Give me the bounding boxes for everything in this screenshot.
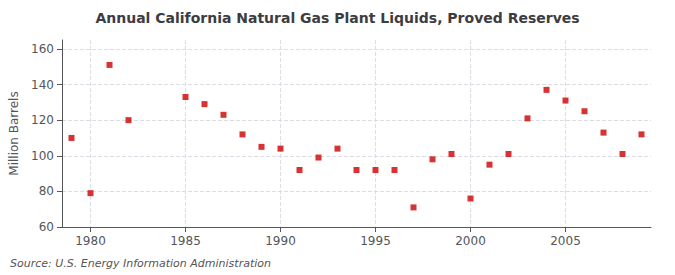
svg-text:120: 120 [31, 113, 54, 127]
svg-text:140: 140 [31, 78, 54, 92]
svg-text:1995: 1995 [360, 234, 391, 248]
svg-text:2000: 2000 [455, 234, 486, 248]
svg-text:60: 60 [39, 220, 54, 234]
svg-text:Source: U.S. Energy Informatio: Source: U.S. Energy Information Administ… [10, 257, 271, 270]
svg-text:2005: 2005 [550, 234, 581, 248]
svg-text:1980: 1980 [75, 234, 106, 248]
svg-text:Million Barrels: Million Barrels [7, 91, 21, 175]
svg-text:80: 80 [39, 184, 54, 198]
svg-text:100: 100 [31, 149, 54, 163]
svg-text:1985: 1985 [170, 234, 201, 248]
svg-text:Annual California Natural Gas: Annual California Natural Gas Plant Liqu… [95, 10, 579, 26]
svg-text:1990: 1990 [265, 234, 296, 248]
svg-text:160: 160 [31, 42, 54, 56]
